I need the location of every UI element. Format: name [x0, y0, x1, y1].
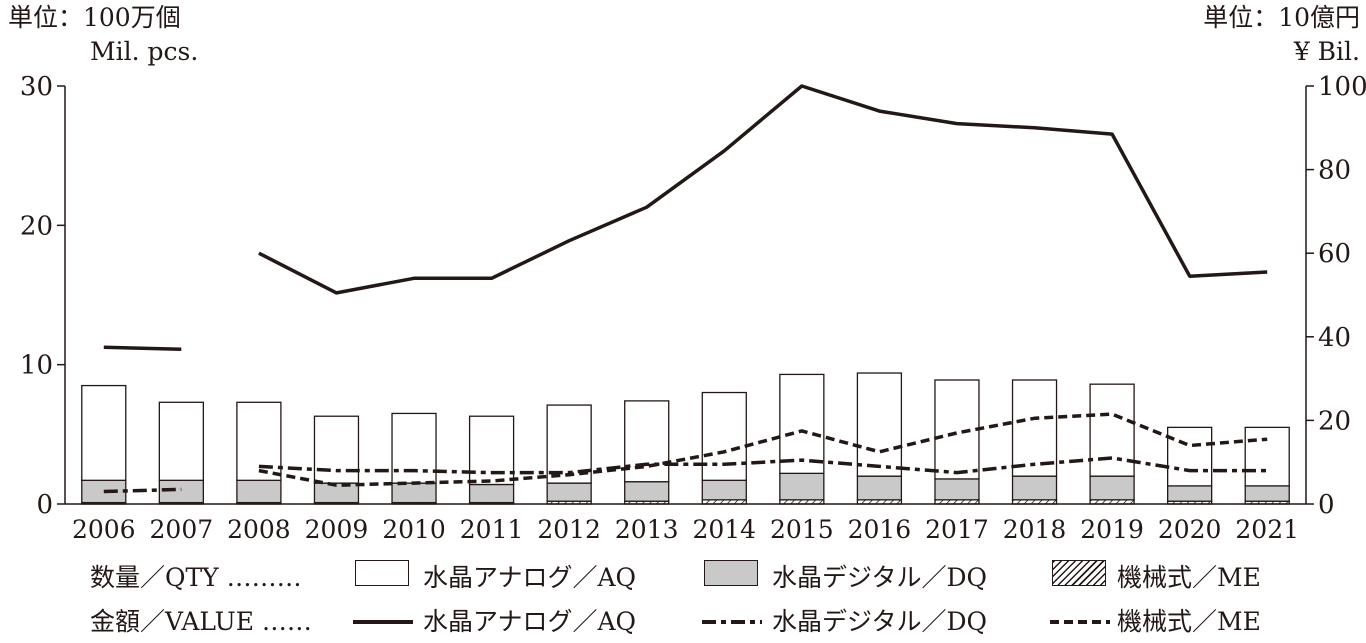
x-tick-label-2006: 2006: [72, 515, 136, 544]
x-tick-label-2017: 2017: [925, 515, 989, 544]
bar-dq-2020: [1167, 485, 1213, 502]
legend-me-line-label: 機械式／ME: [1117, 607, 1261, 636]
legend-me-bar-label: 機械式／ME: [1117, 563, 1261, 592]
bar-aq-2020: [1167, 426, 1213, 487]
x-tick-label-2016: 2016: [848, 515, 912, 544]
line-aq-seg-1: [258, 84, 1268, 295]
right-tick-label-0: 0: [1318, 490, 1335, 520]
bar-aq-2013: [624, 400, 670, 483]
left-tick-label-20: 20: [20, 211, 53, 241]
legend-aq-line-label: 水晶アナログ／AQ: [423, 607, 637, 636]
left-tick-label-30: 30: [20, 72, 53, 102]
right-tick-label-100: 100: [1318, 72, 1366, 102]
left-axis-unit-en: Mil. pcs.: [90, 37, 199, 66]
bar-aq-2010: [391, 412, 437, 484]
legend-qty-label: 数量／QTY ………: [90, 563, 302, 592]
legend-aq-line-swatch: [353, 620, 413, 624]
bar-aq-2006: [81, 384, 127, 481]
value-lines: [103, 84, 1268, 494]
chart-canvas: 0 10 20 30 0 20 40 60 80 100 2006 2007 2008 2009 2010 2…: [20, 72, 1366, 544]
line-aq-seg-0: [103, 345, 182, 352]
quantity-bars: [81, 372, 1290, 505]
right-axis-unit-jp: 単位：10億円: [1203, 3, 1360, 32]
bar-aq-2017: [934, 379, 980, 480]
line-dq-seg-1: [258, 456, 1268, 475]
legend-me-line-swatch: [1050, 620, 1110, 624]
x-tick-label-2020: 2020: [1158, 515, 1222, 544]
bar-aq-2008: [236, 401, 282, 481]
legend-aq-bar-swatch: [355, 560, 409, 586]
line-dq-seg-0: [103, 487, 182, 494]
legend-value-label: 金額／VALUE ……: [90, 607, 312, 636]
right-axis-unit-en: ¥ Bil.: [1293, 37, 1360, 66]
bar-aq-2019: [1089, 383, 1135, 477]
x-tick-label-2011: 2011: [460, 515, 524, 544]
x-tick-label-2012: 2012: [537, 515, 601, 544]
axes: 0 10 20 30 0 20 40 60 80 100 2006 2007 2008 2009 2010 2…: [20, 72, 1366, 544]
x-tick-label-2009: 2009: [305, 515, 369, 544]
bar-dq-2019: [1089, 475, 1135, 501]
right-tick-label-60: 60: [1318, 239, 1351, 269]
bar-dq-2015: [779, 472, 825, 501]
x-tick-label-2008: 2008: [227, 515, 291, 544]
left-tick-label-10: 10: [20, 351, 53, 381]
x-tick-label-2021: 2021: [1235, 515, 1299, 544]
bar-aq-2007: [158, 401, 204, 481]
line-me-seg-0: [258, 412, 1268, 487]
right-tick-label-20: 20: [1318, 406, 1351, 436]
x-tick-label-2010: 2010: [382, 515, 446, 544]
legend-dq-line-swatch: [702, 620, 762, 624]
legend-dq-bar-swatch: [704, 560, 758, 586]
x-tick-label-2015: 2015: [770, 515, 834, 544]
x-tick-label-2007: 2007: [150, 515, 214, 544]
legend-dq-line-label: 水晶デジタル／DQ: [772, 607, 988, 636]
bar-dq-2018: [1011, 475, 1058, 501]
bar-aq-2014: [701, 391, 747, 481]
bar-dq-2006: [81, 479, 127, 504]
right-tick-label-80: 80: [1318, 156, 1351, 186]
bar-dq-2010: [391, 482, 437, 504]
bar-dq-2011: [468, 483, 515, 504]
bar-aq-2016: [856, 372, 903, 477]
x-tick-label-2013: 2013: [615, 515, 679, 544]
x-tick-label-2018: 2018: [1003, 515, 1067, 544]
bar-dq-2013: [624, 481, 670, 502]
bar-aq-2018: [1011, 379, 1058, 477]
legend-me-bar-swatch: [1052, 560, 1106, 586]
bar-dq-2008: [236, 479, 282, 504]
bar-aq-2009: [313, 415, 360, 484]
bar-dq-2021: [1244, 485, 1290, 502]
legend-aq-bar-label: 水晶アナログ／AQ: [423, 563, 637, 592]
left-axis-unit-jp: 単位：100万個: [8, 3, 181, 32]
bar-dq-2016: [856, 475, 903, 501]
x-tick-label-2014: 2014: [692, 515, 756, 544]
bar-dq-2012: [546, 482, 592, 502]
x-tick-label-2019: 2019: [1080, 515, 1144, 544]
right-tick-label-40: 40: [1318, 323, 1351, 353]
bar-aq-2021: [1244, 426, 1290, 487]
bar-dq-2017: [934, 478, 980, 501]
bar-dq-2014: [701, 479, 747, 501]
left-tick-label-0: 0: [36, 490, 53, 520]
legend-dq-bar-label: 水晶デジタル／DQ: [772, 563, 988, 592]
bar-aq-2015: [779, 373, 825, 474]
